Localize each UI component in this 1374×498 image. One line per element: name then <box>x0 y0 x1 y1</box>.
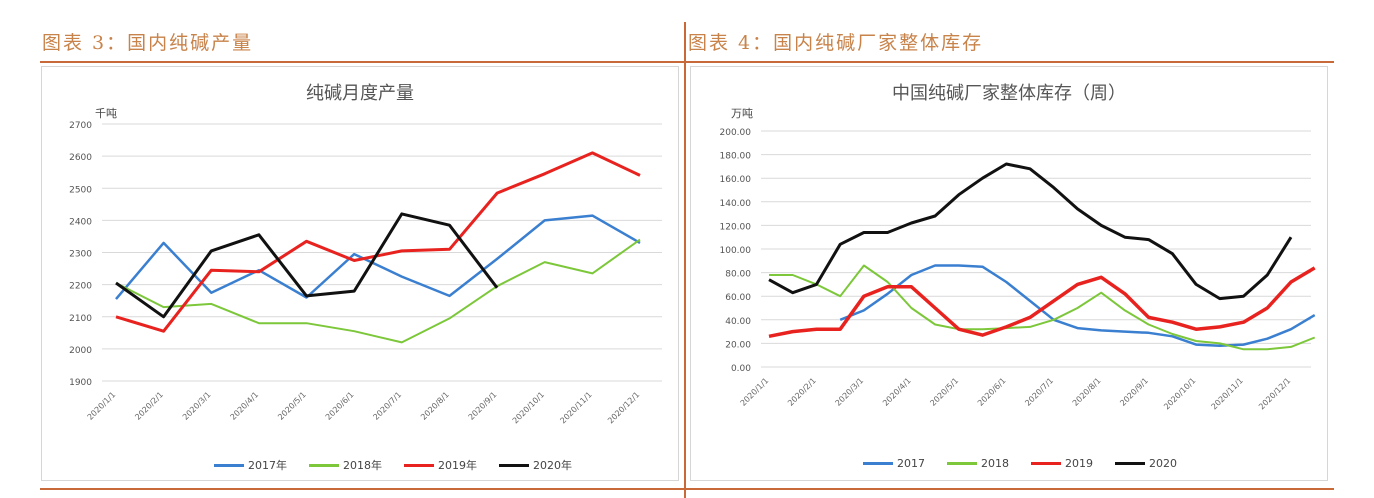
x-tick-label: 2020/11/1 <box>1210 376 1245 411</box>
legend-label: 2018年 <box>343 459 382 472</box>
x-tick-label: 2020/4/1 <box>881 376 913 408</box>
production-chart-title: 纯碱月度产量 <box>306 83 414 104</box>
production-chart: 纯碱月度产量 千吨 1900 2000 2100 2200 2300 2400 2500 26… <box>41 66 679 481</box>
x-tick-label: 2020/7/1 <box>1023 376 1055 408</box>
legend-label: 2017年 <box>248 459 287 472</box>
inventory-chart-title: 中国纯碱厂家整体库存（周） <box>892 83 1126 104</box>
production-chart-plot: 1900 2000 2100 2200 2300 2400 2500 2600 2700 2020… <box>69 121 662 425</box>
x-tick-label: 2020/8/1 <box>419 390 451 422</box>
y-tick-label: 160.00 <box>720 175 752 185</box>
legend-swatch <box>309 463 339 467</box>
inventory-chart-plot: 0.00 20.00 40.00 60.00 80.00 100.00 120.00 140.… <box>720 128 1316 411</box>
inventory-chart-legend: 2017 2018 2019 2020 <box>863 457 1177 470</box>
y-tick-label: 40.00 <box>725 317 751 327</box>
title-underline-left <box>40 61 685 63</box>
y-tick-label: 140.00 <box>720 199 752 209</box>
x-tick-label: 2020/2/1 <box>786 376 818 408</box>
legend-label: 2019年 <box>438 459 477 472</box>
x-tick-label: 2020/1/1 <box>739 376 771 408</box>
y-tick-label: 80.00 <box>725 270 751 280</box>
series-line-2019 <box>115 151 641 333</box>
legend-item-2018: 2018 <box>947 457 1009 470</box>
legend-swatch <box>863 462 893 465</box>
legend-item-2019: 2019年 <box>404 457 477 473</box>
legend-item-2020: 2020年 <box>499 457 572 473</box>
y-tick-label: 100.00 <box>720 246 752 256</box>
title-underline-right <box>686 61 1334 63</box>
x-tick-label: 2020/8/1 <box>1071 376 1103 408</box>
y-tick-label: 200.00 <box>720 128 752 138</box>
y-tick-label: 2600 <box>69 153 92 163</box>
legend-swatch <box>1031 462 1061 465</box>
figure-4-title: 图表 4：国内纯碱厂家整体库存 <box>688 32 984 54</box>
series-line-2019 <box>768 266 1316 339</box>
series-line-2018 <box>115 238 641 344</box>
x-tick-label: 2020/9/1 <box>467 390 499 422</box>
panel-divider <box>684 22 686 498</box>
y-tick-label: 120.00 <box>720 222 752 232</box>
legend-item-2017: 2017年 <box>214 457 287 473</box>
x-tick-label: 2020/12/1 <box>1257 376 1292 411</box>
x-tick-label: 2020/4/1 <box>229 390 261 422</box>
legend-swatch <box>1115 462 1145 465</box>
legend-swatch <box>499 463 529 467</box>
x-tick-label: 2020/10/1 <box>1162 376 1197 411</box>
y-tick-label: 2200 <box>69 282 92 292</box>
legend-swatch <box>214 463 244 467</box>
legend-label: 2019 <box>1065 457 1093 470</box>
legend-item-2017: 2017 <box>863 457 925 470</box>
x-tick-label: 2020/3/1 <box>834 376 866 408</box>
x-tick-label: 2020/9/1 <box>1118 376 1150 408</box>
series-line-2018 <box>769 264 1316 351</box>
inventory-unit-label: 万吨 <box>731 107 753 120</box>
inventory-chart: 中国纯碱厂家整体库存（周） 万吨 0.00 20.00 40.00 60.00 80.0… <box>690 66 1328 481</box>
legend-swatch <box>947 462 977 465</box>
y-tick-label: 1900 <box>69 378 92 388</box>
x-tick-label: 2020/6/1 <box>324 390 356 422</box>
x-tick-label: 2020/12/1 <box>606 390 641 425</box>
legend-label: 2020 <box>1149 457 1177 470</box>
y-tick-label: 60.00 <box>725 293 751 303</box>
series-line-2017 <box>839 264 1316 348</box>
y-tick-label: 2700 <box>69 121 92 131</box>
y-tick-label: 20.00 <box>725 340 751 350</box>
x-tick-label: 2020/6/1 <box>976 376 1008 408</box>
y-tick-label: 2500 <box>69 185 92 195</box>
x-tick-label: 2020/10/1 <box>511 390 546 425</box>
x-tick-label: 2020/5/1 <box>276 390 308 422</box>
production-chart-legend: 2017年 2018年 2019年 2020年 <box>214 457 572 473</box>
x-tick-label: 2020/1/1 <box>86 390 118 422</box>
figure-3-title: 图表 3：国内纯碱产量 <box>42 32 254 54</box>
legend-item-2020: 2020 <box>1115 457 1177 470</box>
y-tick-label: 180.00 <box>720 152 752 162</box>
series-line-2020 <box>768 162 1293 301</box>
y-tick-label: 2100 <box>69 314 92 324</box>
bottom-rule <box>40 488 1334 490</box>
legend-label: 2020年 <box>533 459 572 472</box>
x-tick-label: 2020/7/1 <box>371 390 403 422</box>
legend-item-2018: 2018年 <box>309 457 382 473</box>
x-tick-label: 2020/3/1 <box>181 390 213 422</box>
series-line-2020 <box>115 212 499 319</box>
x-tick-label: 2020/11/1 <box>558 390 593 425</box>
series-line-2017 <box>115 214 641 300</box>
y-tick-label: 2400 <box>69 217 92 227</box>
legend-item-2019: 2019 <box>1031 457 1093 470</box>
production-unit-label: 千吨 <box>95 107 117 120</box>
legend-label: 2017 <box>897 457 925 470</box>
y-tick-label: 2000 <box>69 346 92 356</box>
y-tick-label: 2300 <box>69 250 92 260</box>
y-tick-label: 0.00 <box>731 364 751 374</box>
x-tick-label: 2020/2/1 <box>133 390 165 422</box>
legend-label: 2018 <box>981 457 1009 470</box>
legend-swatch <box>404 463 434 467</box>
x-tick-label: 2020/5/1 <box>928 376 960 408</box>
